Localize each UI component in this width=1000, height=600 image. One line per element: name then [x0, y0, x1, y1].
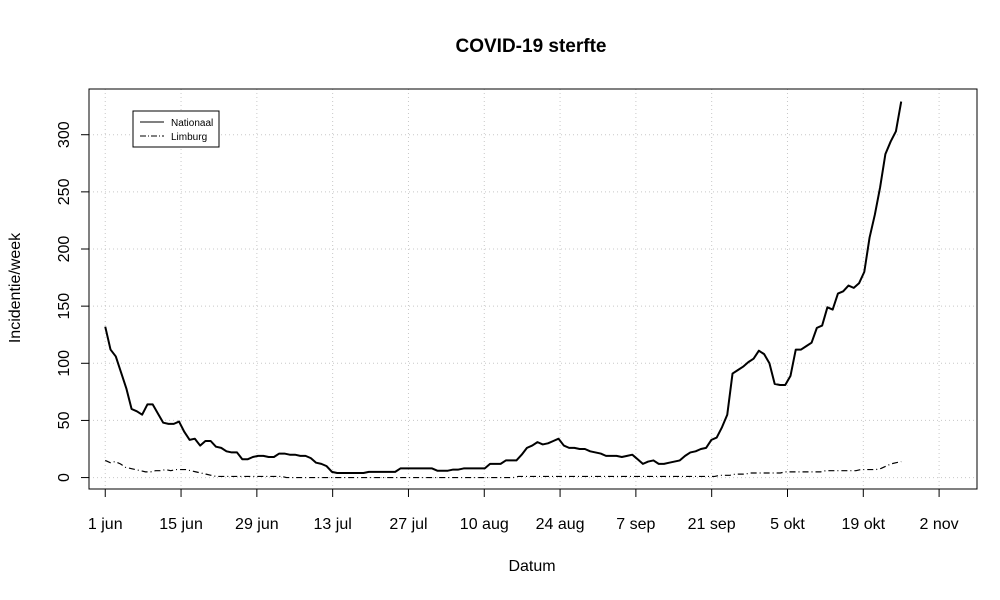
- x-tick-label: 21 sep: [688, 516, 736, 533]
- x-axis-label: Datum: [508, 558, 555, 575]
- y-tick-label: 0: [56, 473, 73, 482]
- x-tick-label: 7 sep: [616, 516, 655, 533]
- x-tick-label: 2 nov: [920, 516, 959, 533]
- y-axis-label: Incidentie/week: [7, 232, 24, 343]
- x-tick-label: 15 jun: [159, 516, 203, 533]
- x-tick-label: 10 aug: [460, 516, 509, 533]
- legend: Nationaal Limburg: [132, 110, 220, 148]
- x-tick-label: 19 okt: [841, 516, 885, 533]
- y-tick-label: 200: [56, 236, 73, 263]
- x-axis: 1 jun 15 jun 29 jun 13 jul 27 jul 10 aug 24 au…: [88, 489, 959, 533]
- y-tick-label: 100: [56, 350, 73, 377]
- y-tick-label: 300: [56, 121, 73, 148]
- x-tick-label: 5 okt: [770, 516, 805, 533]
- series-line-nationaal: [104, 101, 903, 474]
- plot-frame: [88, 88, 978, 490]
- y-tick-label: 50: [56, 411, 73, 429]
- legend-box: [132, 110, 220, 148]
- legend-label-nationaal: Nationaal: [171, 118, 213, 129]
- chart-title: COVID-19 sterfte: [456, 36, 607, 57]
- x-tick-label: 27 jul: [389, 516, 427, 533]
- grid: [89, 89, 977, 489]
- series-lines: [104, 101, 903, 479]
- y-tick-label: 250: [56, 178, 73, 205]
- y-axis: 0 50 100 150 200 250 300: [56, 121, 89, 482]
- x-tick-label: 1 jun: [88, 516, 123, 533]
- x-tick-label: 24 aug: [536, 516, 585, 533]
- y-tick-label: 150: [56, 293, 73, 320]
- x-tick-label: 29 jun: [235, 516, 279, 533]
- x-tick-label: 13 jul: [314, 516, 352, 533]
- series-line-limburg: [104, 459, 902, 479]
- legend-label-limburg: Limburg: [171, 132, 207, 143]
